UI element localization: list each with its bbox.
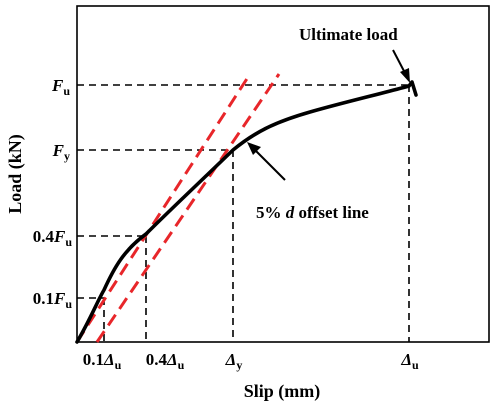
x-tick-04du: 0.4Δu: [146, 350, 185, 372]
y-tick-fy: Fy: [52, 141, 70, 163]
initial-stiffness-line: [75, 73, 252, 343]
guide-lines: [77, 84, 410, 342]
y-tick-01fu: 0.1Fu: [33, 289, 73, 311]
y-axis-title: Load (kN): [5, 134, 26, 214]
plot-frame: [76, 5, 490, 343]
offset-line-arrow: [247, 142, 286, 181]
x-tick-du: Δu: [400, 350, 419, 372]
x-tick-01du: 0.1Δu: [83, 350, 122, 372]
y-tick-04fu: 0.4Fu: [33, 227, 73, 249]
load-slip-curve: [75, 80, 418, 344]
ultimate-load-arrow: [392, 49, 410, 83]
x-axis-title: Slip (mm): [244, 381, 321, 402]
ultimate-load-label: Ultimate load: [299, 25, 398, 44]
offset-lines: [75, 73, 281, 343]
offset-line-label: 5% d offset line: [256, 203, 369, 222]
y-tick-fu: Fu: [51, 76, 70, 98]
offset-line: [95, 73, 281, 343]
x-tick-dy: Δy: [225, 350, 243, 372]
